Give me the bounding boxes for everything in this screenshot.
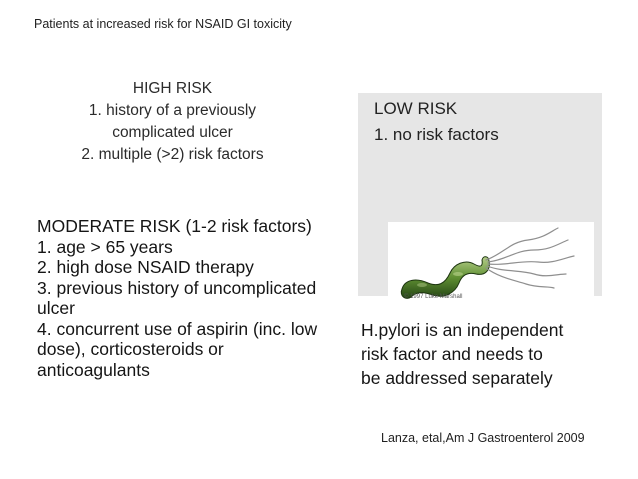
slide-title: Patients at increased risk for NSAID GI … xyxy=(34,17,292,31)
h-pylori-note-line: risk factor and needs to xyxy=(361,344,543,364)
image-credit: © 1997 Luke Marshall xyxy=(404,294,463,300)
h-pylori-note-line: be addressed separately xyxy=(361,368,553,388)
h-pylori-note-line: H.pylori is an independent xyxy=(361,320,564,340)
h-pylori-image: © 1997 Luke Marshall xyxy=(388,222,594,312)
moderate-risk-heading: MODERATE RISK (1-2 risk factors) xyxy=(37,216,312,236)
moderate-risk-item: 3. previous history of uncomplicated ulc… xyxy=(37,277,317,319)
moderate-risk-item: 1. age > 65 years xyxy=(37,236,173,257)
citation: Lanza, etal,Am J Gastroenterol 2009 xyxy=(381,431,585,445)
low-risk-box: LOW RISK 1. no risk factors xyxy=(374,96,499,148)
high-risk-heading: HIGH RISK xyxy=(132,80,213,97)
flagella xyxy=(485,227,575,289)
high-risk-box: HIGH RISK 1. history of a previously com… xyxy=(50,78,295,166)
high-risk-item: 2. multiple (>2) risk factors xyxy=(81,146,264,163)
moderate-risk-box: MODERATE RISK (1-2 risk factors) 1. age … xyxy=(37,216,337,380)
bacteria-illustration xyxy=(400,227,575,299)
high-risk-item: 1. history of a previously xyxy=(88,102,257,119)
low-risk-heading: LOW RISK xyxy=(374,99,458,118)
moderate-risk-item: 2. high dose NSAID therapy xyxy=(37,257,254,277)
h-pylori-note: H.pylori is an independent risk factor a… xyxy=(361,318,616,390)
bacterium-body xyxy=(400,256,490,299)
low-risk-item: 1. no risk factors xyxy=(374,125,499,144)
moderate-risk-item: 4. concurrent use of aspirin (inc. low d… xyxy=(37,318,318,380)
high-risk-item: complicated ulcer xyxy=(112,124,233,141)
